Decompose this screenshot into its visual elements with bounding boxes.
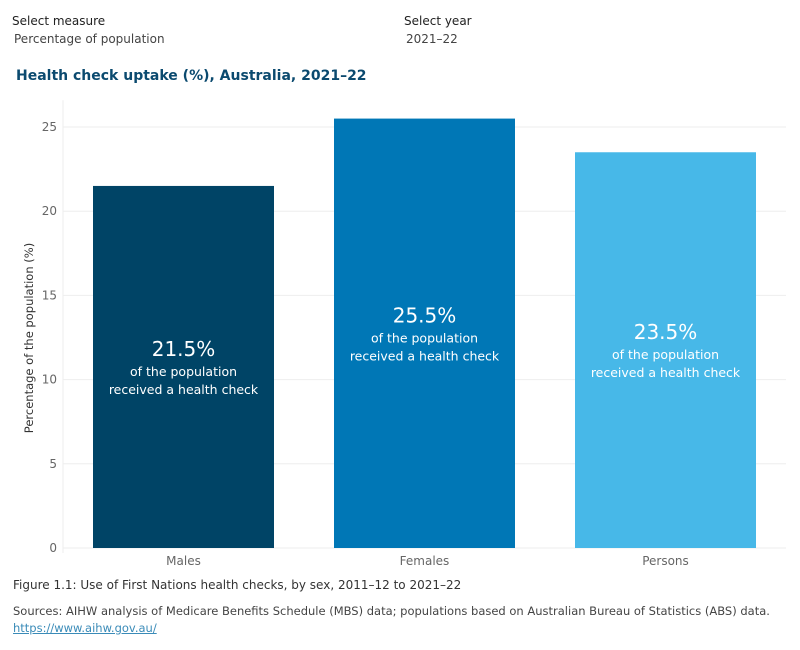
- source-link[interactable]: https://www.aihw.gov.au/: [13, 621, 157, 635]
- year-label: Select year: [404, 14, 472, 28]
- x-tick-label: Persons: [642, 554, 689, 568]
- y-tick-label: 15: [42, 288, 57, 302]
- y-tick-label: 20: [42, 204, 57, 218]
- sources-text: Sources: AIHW analysis of Medicare Benef…: [13, 604, 770, 618]
- data-label: 25.5%: [393, 303, 457, 327]
- figure-caption: Figure 1.1: Use of First Nations health …: [13, 578, 462, 592]
- measure-label: Select measure: [12, 14, 106, 28]
- data-label-sub: of the population: [371, 330, 478, 345]
- x-tick-label: Males: [166, 554, 201, 568]
- y-tick-label: 0: [49, 541, 57, 555]
- data-label-sub: received a health check: [350, 348, 500, 363]
- bar-females: [334, 118, 515, 548]
- bar-males: [93, 185, 274, 548]
- y-tick-label: 5: [49, 457, 57, 471]
- data-label-sub: of the population: [130, 364, 237, 379]
- data-label: 23.5%: [634, 320, 698, 344]
- chart-title: Health check uptake (%), Australia, 2021…: [16, 68, 367, 84]
- y-tick-label: 10: [42, 373, 57, 387]
- bar-persons: [575, 152, 756, 548]
- x-tick-label: Females: [400, 554, 450, 568]
- y-axis-label: Percentage of the population (%): [22, 243, 36, 433]
- year-select[interactable]: 2021–22: [406, 32, 458, 46]
- data-label-sub: received a health check: [591, 365, 741, 380]
- measure-select[interactable]: Percentage of population: [14, 32, 165, 46]
- y-tick-label: 25: [42, 120, 57, 134]
- data-label-sub: of the population: [612, 347, 719, 362]
- data-label: 21.5%: [152, 337, 216, 361]
- data-label-sub: received a health check: [109, 382, 259, 397]
- bar-chart: 0 5 10 15 20 25 Percentage of the population (…: [22, 100, 786, 568]
